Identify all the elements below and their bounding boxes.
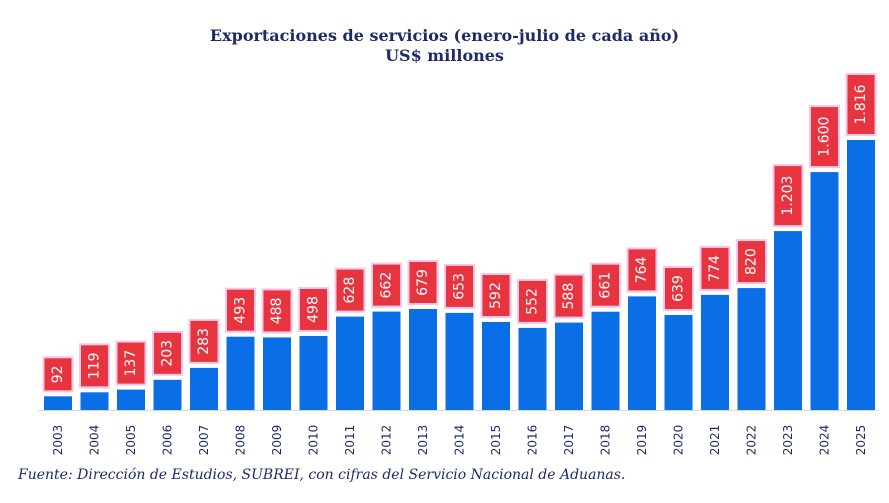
x-tick-label-2025: 2025 xyxy=(854,425,868,456)
bar-2024 xyxy=(810,172,839,410)
value-label-2003: 92 xyxy=(50,365,66,383)
value-label-box-2003 xyxy=(42,356,74,393)
value-label-box-2016 xyxy=(517,278,548,324)
value-label-box-2018 xyxy=(590,262,621,308)
value-label-2010: 498 xyxy=(306,296,322,323)
source-note: Fuente: Dirección de Estudios, SUBREI, c… xyxy=(18,467,626,483)
value-label-box-2013 xyxy=(407,260,439,305)
value-label-2008: 493 xyxy=(233,297,249,324)
chart-subtitle: US$ millones xyxy=(385,46,504,65)
bar-2018 xyxy=(591,311,620,410)
value-label-box-2005 xyxy=(115,340,147,386)
bar-2025 xyxy=(847,140,875,410)
x-tick-label-2003: 2003 xyxy=(51,425,65,456)
bar-2004 xyxy=(80,392,109,410)
x-tick-label-2014: 2014 xyxy=(453,425,467,456)
value-label-2021: 774 xyxy=(707,255,723,282)
value-label-box-2024 xyxy=(809,105,840,169)
value-label-box-2009 xyxy=(261,288,293,334)
x-tick-label-2006: 2006 xyxy=(161,425,175,456)
bar-2017 xyxy=(555,322,583,410)
x-tick-label-2024: 2024 xyxy=(818,425,832,456)
x-tick-label-2018: 2018 xyxy=(599,425,613,456)
x-tick-label-2007: 2007 xyxy=(197,425,211,456)
value-label-2025: 1.816 xyxy=(853,84,869,124)
value-label-2022: 820 xyxy=(744,248,760,275)
bar-2011 xyxy=(336,316,364,410)
bar-2009 xyxy=(263,337,291,410)
x-tick-label-2015: 2015 xyxy=(489,425,503,456)
x-tick-label-2011: 2011 xyxy=(343,425,357,456)
x-tick-label-2019: 2019 xyxy=(635,425,649,456)
x-tick-label-2017: 2017 xyxy=(562,425,576,456)
value-label-2019: 764 xyxy=(634,256,650,283)
x-tick-label-2021: 2021 xyxy=(708,425,722,456)
x-tick-label-2016: 2016 xyxy=(526,425,540,456)
value-label-2004: 119 xyxy=(87,352,103,379)
bar-2006 xyxy=(153,379,182,410)
bar-2014 xyxy=(445,312,474,410)
value-label-box-2011 xyxy=(334,267,366,313)
value-label-2007: 283 xyxy=(196,328,212,355)
bar-2023 xyxy=(774,231,802,410)
value-label-box-2006 xyxy=(152,330,183,376)
value-label-box-2010 xyxy=(298,287,329,332)
bar-2007 xyxy=(190,367,218,410)
value-label-2018: 661 xyxy=(598,272,614,299)
value-label-2005: 137 xyxy=(123,350,139,377)
value-label-2013: 679 xyxy=(415,269,431,296)
bar-2020 xyxy=(664,315,693,410)
bar-2003 xyxy=(44,396,72,410)
value-label-2024: 1.600 xyxy=(817,117,833,157)
x-tick-label-2004: 2004 xyxy=(88,425,102,456)
value-label-2015: 592 xyxy=(488,282,504,309)
value-label-box-2020 xyxy=(663,266,694,311)
bar-2015 xyxy=(482,322,510,410)
value-label-2020: 639 xyxy=(671,275,687,302)
value-label-box-2023 xyxy=(772,164,804,228)
value-label-box-2004 xyxy=(79,343,110,389)
value-label-2017: 588 xyxy=(561,283,577,310)
value-label-box-2022 xyxy=(736,239,767,285)
value-label-box-2014 xyxy=(444,263,475,309)
bar-2016 xyxy=(518,327,547,410)
chart-title: Exportaciones de servicios (enero-julio … xyxy=(209,26,680,45)
bar-2013 xyxy=(409,309,437,410)
value-label-box-2025 xyxy=(845,73,877,136)
bar-2005 xyxy=(117,389,145,410)
x-tick-label-2012: 2012 xyxy=(380,425,394,456)
bar-2022 xyxy=(737,288,766,410)
value-label-box-2007 xyxy=(188,318,220,364)
x-tick-label-2009: 2009 xyxy=(270,425,284,456)
value-label-2023: 1.203 xyxy=(780,176,796,216)
x-tick-label-2010: 2010 xyxy=(307,425,321,456)
x-tick-label-2013: 2013 xyxy=(416,425,430,456)
bar-2008 xyxy=(226,336,255,410)
value-label-box-2019 xyxy=(626,247,658,293)
bar-2012 xyxy=(372,311,401,410)
x-tick-label-2005: 2005 xyxy=(124,425,138,456)
value-label-box-2012 xyxy=(371,262,402,308)
x-tick-label-2022: 2022 xyxy=(745,425,759,456)
value-label-2016: 552 xyxy=(525,288,541,315)
value-label-box-2015 xyxy=(480,273,512,318)
x-tick-label-2023: 2023 xyxy=(781,425,795,456)
value-label-box-2008 xyxy=(225,287,256,333)
bar-2010 xyxy=(299,336,328,410)
value-label-box-2017 xyxy=(553,273,585,319)
value-label-2011: 628 xyxy=(342,277,358,304)
value-label-2012: 662 xyxy=(379,272,395,299)
x-tick-label-2020: 2020 xyxy=(672,425,686,456)
bar-2019 xyxy=(628,296,656,410)
value-label-2014: 653 xyxy=(452,273,468,300)
value-label-2009: 488 xyxy=(269,298,285,325)
bar-2021 xyxy=(701,294,729,410)
x-tick-label-2008: 2008 xyxy=(234,425,248,456)
value-label-box-2021 xyxy=(699,245,731,291)
value-label-2006: 203 xyxy=(160,340,176,367)
